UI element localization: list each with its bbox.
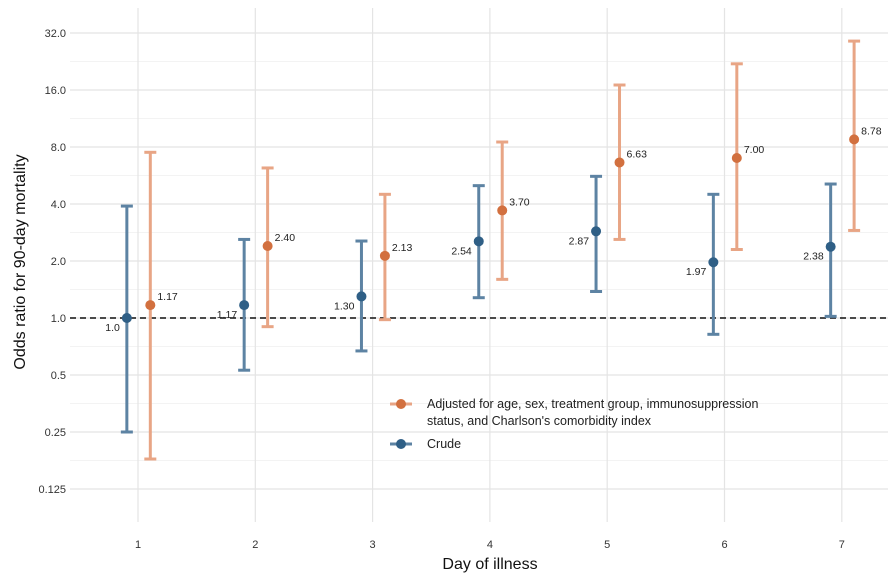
y-tick-label: 32.0 <box>45 28 66 40</box>
data-point <box>473 236 484 247</box>
data-point <box>614 157 625 168</box>
data-label: 1.30 <box>334 300 355 312</box>
data-label: 2.40 <box>275 232 296 244</box>
y-tick-label: 0.25 <box>45 427 66 439</box>
series-group <box>120 39 861 461</box>
y-tick-labels: 0.125 0.25 0.5 1.0 2.0 4.0 8.0 16.0 32.0 <box>38 28 66 496</box>
data-point <box>849 134 860 145</box>
data-point <box>825 241 836 252</box>
data-label: 1.0 <box>105 322 120 334</box>
y-axis-title: Odds ratio for 90-day mortality <box>12 154 29 369</box>
data-label: 2.13 <box>392 242 413 254</box>
data-label: 2.87 <box>569 235 590 247</box>
data-point <box>262 241 273 252</box>
data-point <box>121 313 132 323</box>
data-point <box>239 300 250 311</box>
data-label: 7.00 <box>744 144 765 156</box>
y-tick-label: 0.5 <box>51 370 66 382</box>
data-point <box>708 257 719 268</box>
legend-swatch-dot <box>396 439 406 449</box>
data-label: 2.54 <box>451 245 472 257</box>
legend-label: Crude <box>427 437 461 451</box>
y-tick-label: 4.0 <box>51 199 66 211</box>
data-labels: 1.17 2.40 2.13 3.70 6.63 7.00 8.78 1.0 1.17 1.30 2… <box>105 125 881 334</box>
x-tick-label: 6 <box>721 539 727 551</box>
data-label: 6.63 <box>627 148 648 160</box>
legend-label: status, and Charlson's comorbidity index <box>427 414 652 428</box>
x-axis-title: Day of illness <box>442 556 537 573</box>
x-tick-labels: 1 2 3 4 5 6 7 <box>135 539 845 551</box>
x-tick-label: 1 <box>135 539 141 551</box>
data-label: 8.78 <box>861 125 882 137</box>
data-point <box>497 205 508 216</box>
x-tick-label: 4 <box>487 539 493 551</box>
data-label: 1.97 <box>686 266 707 278</box>
legend-label: Adjusted for age, sex, treatment group, … <box>427 397 758 411</box>
data-label: 2.38 <box>803 251 824 263</box>
data-point <box>379 250 390 261</box>
data-point <box>591 226 602 237</box>
data-point <box>731 152 742 163</box>
data-label: 1.17 <box>217 309 238 321</box>
x-tick-label: 5 <box>604 539 610 551</box>
legend: Adjusted for age, sex, treatment group, … <box>390 397 758 451</box>
x-tick-label: 3 <box>370 539 376 551</box>
data-point <box>145 300 156 311</box>
data-point <box>356 291 367 302</box>
data-label: 1.17 <box>157 291 178 303</box>
legend-swatch-dot <box>396 399 406 409</box>
y-tick-label: 8.0 <box>51 142 66 154</box>
y-tick-label: 1.0 <box>51 313 66 325</box>
y-tick-label: 2.0 <box>51 256 66 268</box>
x-tick-label: 7 <box>839 539 845 551</box>
data-label: 3.70 <box>509 196 530 208</box>
y-tick-label: 0.125 <box>38 484 66 496</box>
y-tick-label: 16.0 <box>45 85 66 97</box>
x-tick-label: 2 <box>252 539 258 551</box>
